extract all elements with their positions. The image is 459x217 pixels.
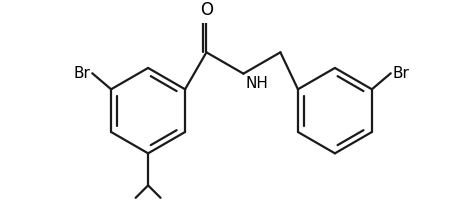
Text: Br: Br: [392, 66, 409, 81]
Text: Br: Br: [73, 66, 90, 81]
Text: NH: NH: [245, 76, 268, 91]
Text: O: O: [200, 1, 213, 19]
